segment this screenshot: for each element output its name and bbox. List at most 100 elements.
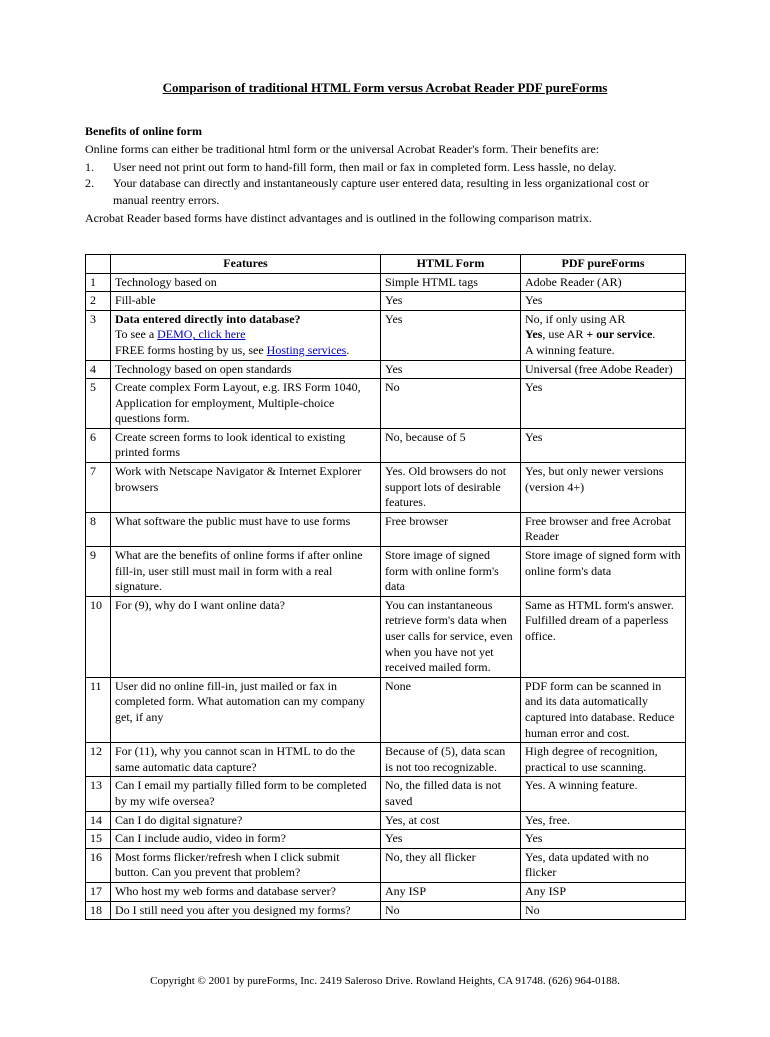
cell-pdf: Yes bbox=[521, 292, 686, 311]
row-number: 18 bbox=[86, 901, 111, 920]
cell-pdf: No bbox=[521, 901, 686, 920]
row-number: 16 bbox=[86, 848, 111, 882]
cell-html: Yes bbox=[381, 310, 521, 360]
cell-pdf: Yes, data updated with no flicker bbox=[521, 848, 686, 882]
cell-html: None bbox=[381, 677, 521, 742]
item-text: User need not print out form to hand-fil… bbox=[113, 159, 685, 175]
cell-pdf: Same as HTML form's answer. Fulfilled dr… bbox=[521, 596, 686, 677]
cell-html: No, the filled data is not saved bbox=[381, 777, 521, 811]
cell-feature: User did no online fill-in, just mailed … bbox=[111, 677, 381, 742]
table-row: 7Work with Netscape Navigator & Internet… bbox=[86, 463, 686, 513]
table-row: 14Can I do digital signature?Yes, at cos… bbox=[86, 811, 686, 830]
row-number: 12 bbox=[86, 743, 111, 777]
cell-feature: Can I include audio, video in form? bbox=[111, 830, 381, 849]
cell-pdf: PDF form can be scanned in and its data … bbox=[521, 677, 686, 742]
row-number: 17 bbox=[86, 882, 111, 901]
cell-html: Any ISP bbox=[381, 882, 521, 901]
row-number: 11 bbox=[86, 677, 111, 742]
benefits-heading: Benefits of online form bbox=[85, 124, 685, 139]
table-row: 3Data entered directly into database?To … bbox=[86, 310, 686, 360]
cell-feature: What software the public must have to us… bbox=[111, 512, 381, 546]
cell-feature: Create complex Form Layout, e.g. IRS For… bbox=[111, 379, 381, 429]
row-number: 8 bbox=[86, 512, 111, 546]
cell-pdf: Yes bbox=[521, 830, 686, 849]
col-header-num bbox=[86, 254, 111, 273]
cell-pdf: Yes. A winning feature. bbox=[521, 777, 686, 811]
row-number: 4 bbox=[86, 360, 111, 379]
hosting-link[interactable]: Hosting services bbox=[267, 343, 347, 357]
cell-feature: Can I do digital signature? bbox=[111, 811, 381, 830]
row-number: 9 bbox=[86, 547, 111, 597]
cell-feature: For (9), why do I want online data? bbox=[111, 596, 381, 677]
table-header-row: Features HTML Form PDF pureForms bbox=[86, 254, 686, 273]
cell-feature: Do I still need you after you designed m… bbox=[111, 901, 381, 920]
cell-pdf: Yes, free. bbox=[521, 811, 686, 830]
cell-pdf: Any ISP bbox=[521, 882, 686, 901]
list-item: 2. Your database can directly and instan… bbox=[85, 175, 685, 207]
cell-html: No bbox=[381, 379, 521, 429]
cell-feature: Work with Netscape Navigator & Internet … bbox=[111, 463, 381, 513]
demo-link[interactable]: DEMO, click here bbox=[157, 327, 245, 341]
table-row: 10For (9), why do I want online data?You… bbox=[86, 596, 686, 677]
comparison-table: Features HTML Form PDF pureForms 1Techno… bbox=[85, 254, 686, 920]
cell-html: No bbox=[381, 901, 521, 920]
benefits-intro: Online forms can either be traditional h… bbox=[85, 141, 685, 157]
cell-html: Free browser bbox=[381, 512, 521, 546]
table-row: 6Create screen forms to look identical t… bbox=[86, 428, 686, 462]
benefits-list: 1. User need not print out form to hand-… bbox=[85, 159, 685, 208]
list-item: 1. User need not print out form to hand-… bbox=[85, 159, 685, 175]
cell-html: Yes bbox=[381, 292, 521, 311]
table-row: 15Can I include audio, video in form?Yes… bbox=[86, 830, 686, 849]
table-row: 1Technology based onSimple HTML tagsAdob… bbox=[86, 273, 686, 292]
cell-feature: Most forms flicker/refresh when I click … bbox=[111, 848, 381, 882]
document-page: Comparison of traditional HTML Form vers… bbox=[0, 0, 770, 1037]
cell-html: You can instantaneous retrieve form's da… bbox=[381, 596, 521, 677]
table-row: 5Create complex Form Layout, e.g. IRS Fo… bbox=[86, 379, 686, 429]
table-row: 2Fill-ableYesYes bbox=[86, 292, 686, 311]
cell-html: Yes. Old browsers do not support lots of… bbox=[381, 463, 521, 513]
cell-html: No, because of 5 bbox=[381, 428, 521, 462]
table-row: 12For (11), why you cannot scan in HTML … bbox=[86, 743, 686, 777]
footer-copyright: Copyright © 2001 by pureForms, Inc. 2419… bbox=[85, 975, 685, 987]
cell-pdf: High degree of recognition, practical to… bbox=[521, 743, 686, 777]
col-header-html: HTML Form bbox=[381, 254, 521, 273]
row-number: 1 bbox=[86, 273, 111, 292]
cell-pdf: Yes, but only newer versions (version 4+… bbox=[521, 463, 686, 513]
row-number: 7 bbox=[86, 463, 111, 513]
cell-feature: Can I email my partially filled form to … bbox=[111, 777, 381, 811]
matrix-intro: Acrobat Reader based forms have distinct… bbox=[85, 210, 685, 226]
cell-feature: Technology based on bbox=[111, 273, 381, 292]
item-number: 2. bbox=[85, 175, 113, 207]
cell-pdf: Universal (free Adobe Reader) bbox=[521, 360, 686, 379]
cell-html: Yes, at cost bbox=[381, 811, 521, 830]
cell-html: No, they all flicker bbox=[381, 848, 521, 882]
cell-feature: Who host my web forms and database serve… bbox=[111, 882, 381, 901]
cell-html: Yes bbox=[381, 830, 521, 849]
cell-html: Yes bbox=[381, 360, 521, 379]
row-number: 10 bbox=[86, 596, 111, 677]
cell-html: Because of (5), data scan is not too rec… bbox=[381, 743, 521, 777]
item-number: 1. bbox=[85, 159, 113, 175]
row-number: 13 bbox=[86, 777, 111, 811]
table-row: 17Who host my web forms and database ser… bbox=[86, 882, 686, 901]
cell-pdf: Yes bbox=[521, 379, 686, 429]
cell-pdf: Free browser and free Acrobat Reader bbox=[521, 512, 686, 546]
row-number: 2 bbox=[86, 292, 111, 311]
cell-html: Simple HTML tags bbox=[381, 273, 521, 292]
cell-html: Store image of signed form with online f… bbox=[381, 547, 521, 597]
col-header-features: Features bbox=[111, 254, 381, 273]
cell-feature: Fill-able bbox=[111, 292, 381, 311]
table-row: 16Most forms flicker/refresh when I clic… bbox=[86, 848, 686, 882]
cell-pdf: Adobe Reader (AR) bbox=[521, 273, 686, 292]
row-number: 3 bbox=[86, 310, 111, 360]
cell-pdf: Store image of signed form with online f… bbox=[521, 547, 686, 597]
cell-feature: Data entered directly into database?To s… bbox=[111, 310, 381, 360]
cell-pdf: No, if only using ARYes, use AR + our se… bbox=[521, 310, 686, 360]
row-number: 6 bbox=[86, 428, 111, 462]
item-text: Your database can directly and instantan… bbox=[113, 175, 685, 207]
row-number: 14 bbox=[86, 811, 111, 830]
table-row: 13Can I email my partially filled form t… bbox=[86, 777, 686, 811]
cell-feature: What are the benefits of online forms if… bbox=[111, 547, 381, 597]
col-header-pdf: PDF pureForms bbox=[521, 254, 686, 273]
cell-feature: Technology based on open standards bbox=[111, 360, 381, 379]
